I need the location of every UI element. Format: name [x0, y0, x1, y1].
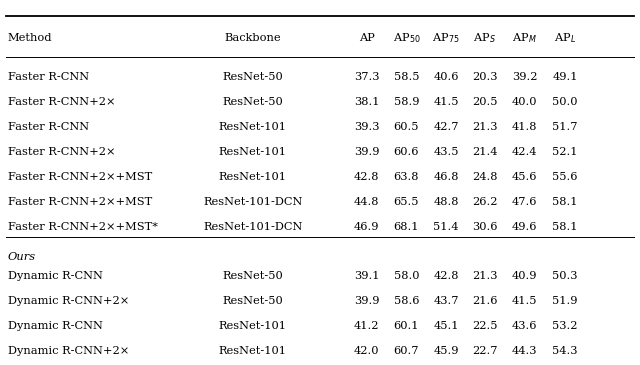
Text: Faster R-CNN+2×+MST: Faster R-CNN+2×+MST — [8, 172, 152, 182]
Text: 45.9: 45.9 — [433, 346, 459, 356]
Text: Dynamic R-CNN: Dynamic R-CNN — [8, 271, 102, 281]
Text: ResNet-101: ResNet-101 — [219, 346, 287, 356]
Text: 44.8: 44.8 — [354, 197, 380, 207]
Text: 40.0: 40.0 — [512, 97, 538, 107]
Text: 44.3: 44.3 — [512, 346, 538, 356]
Text: Dynamic R-CNN+2×: Dynamic R-CNN+2× — [8, 296, 129, 306]
Text: 40.9: 40.9 — [512, 271, 538, 281]
Text: 39.1: 39.1 — [354, 271, 380, 281]
Text: Dynamic R-CNN+2×: Dynamic R-CNN+2× — [8, 346, 129, 356]
Text: 49.1: 49.1 — [552, 72, 578, 82]
Text: 47.6: 47.6 — [512, 197, 538, 207]
Text: ResNet-101: ResNet-101 — [219, 321, 287, 331]
Text: 68.1: 68.1 — [394, 222, 419, 232]
Text: 39.9: 39.9 — [354, 147, 380, 157]
Text: ResNet-50: ResNet-50 — [223, 97, 283, 107]
Text: Faster R-CNN+2×+MST*: Faster R-CNN+2×+MST* — [8, 222, 157, 232]
Text: ResNet-101: ResNet-101 — [219, 172, 287, 182]
Text: Faster R-CNN+2×+MST: Faster R-CNN+2×+MST — [8, 197, 152, 207]
Text: Backbone: Backbone — [225, 33, 281, 43]
Text: 21.3: 21.3 — [472, 271, 497, 281]
Text: 50.0: 50.0 — [552, 97, 578, 107]
Text: 55.6: 55.6 — [552, 172, 578, 182]
Text: 43.5: 43.5 — [433, 147, 459, 157]
Text: 51.7: 51.7 — [552, 122, 578, 132]
Text: 43.6: 43.6 — [512, 321, 538, 331]
Text: 38.1: 38.1 — [354, 97, 380, 107]
Text: 49.6: 49.6 — [512, 222, 538, 232]
Text: 45.6: 45.6 — [512, 172, 538, 182]
Text: 50.3: 50.3 — [552, 271, 578, 281]
Text: 60.7: 60.7 — [394, 346, 419, 356]
Text: AP$_{M}$: AP$_{M}$ — [513, 31, 537, 45]
Text: 43.7: 43.7 — [433, 296, 459, 306]
Text: ResNet-101: ResNet-101 — [219, 122, 287, 132]
Text: AP$_{L}$: AP$_{L}$ — [554, 31, 576, 45]
Text: 41.5: 41.5 — [433, 97, 459, 107]
Text: 22.7: 22.7 — [472, 346, 497, 356]
Text: ResNet-50: ResNet-50 — [223, 296, 283, 306]
Text: 39.9: 39.9 — [354, 296, 380, 306]
Text: AP$_{S}$: AP$_{S}$ — [473, 31, 496, 45]
Text: 52.1: 52.1 — [552, 147, 578, 157]
Text: 58.9: 58.9 — [394, 97, 419, 107]
Text: 51.9: 51.9 — [552, 296, 578, 306]
Text: 53.2: 53.2 — [552, 321, 578, 331]
Text: 21.3: 21.3 — [472, 122, 497, 132]
Text: 58.1: 58.1 — [552, 197, 578, 207]
Text: 58.5: 58.5 — [394, 72, 419, 82]
Text: 30.6: 30.6 — [472, 222, 497, 232]
Text: 51.4: 51.4 — [433, 222, 459, 232]
Text: Faster R-CNN+2×: Faster R-CNN+2× — [8, 97, 115, 107]
Text: 39.3: 39.3 — [354, 122, 380, 132]
Text: 42.0: 42.0 — [354, 346, 380, 356]
Text: 58.6: 58.6 — [394, 296, 419, 306]
Text: 65.5: 65.5 — [394, 197, 419, 207]
Text: 42.8: 42.8 — [354, 172, 380, 182]
Text: 24.8: 24.8 — [472, 172, 497, 182]
Text: ResNet-101: ResNet-101 — [219, 147, 287, 157]
Text: Ours: Ours — [8, 252, 36, 262]
Text: 20.3: 20.3 — [472, 72, 497, 82]
Text: ResNet-50: ResNet-50 — [223, 271, 283, 281]
Text: 37.3: 37.3 — [354, 72, 380, 82]
Text: AP$_{50}$: AP$_{50}$ — [392, 31, 420, 45]
Text: 20.5: 20.5 — [472, 97, 497, 107]
Text: ResNet-101-DCN: ResNet-101-DCN — [203, 197, 303, 207]
Text: 46.9: 46.9 — [354, 222, 380, 232]
Text: 42.7: 42.7 — [433, 122, 459, 132]
Text: 58.1: 58.1 — [552, 222, 578, 232]
Text: AP$_{75}$: AP$_{75}$ — [433, 31, 460, 45]
Text: 22.5: 22.5 — [472, 321, 497, 331]
Text: 40.6: 40.6 — [433, 72, 459, 82]
Text: 21.4: 21.4 — [472, 147, 497, 157]
Text: 39.2: 39.2 — [512, 72, 538, 82]
Text: 48.8: 48.8 — [433, 197, 459, 207]
Text: 42.4: 42.4 — [512, 147, 538, 157]
Text: 41.2: 41.2 — [354, 321, 380, 331]
Text: 26.2: 26.2 — [472, 197, 497, 207]
Text: Dynamic R-CNN: Dynamic R-CNN — [8, 321, 102, 331]
Text: 60.1: 60.1 — [394, 321, 419, 331]
Text: 41.5: 41.5 — [512, 296, 538, 306]
Text: 21.6: 21.6 — [472, 296, 497, 306]
Text: 58.0: 58.0 — [394, 271, 419, 281]
Text: 60.5: 60.5 — [394, 122, 419, 132]
Text: 41.8: 41.8 — [512, 122, 538, 132]
Text: Faster R-CNN: Faster R-CNN — [8, 72, 89, 82]
Text: Method: Method — [8, 33, 52, 43]
Text: ResNet-50: ResNet-50 — [223, 72, 283, 82]
Text: AP: AP — [359, 33, 374, 43]
Text: 60.6: 60.6 — [394, 147, 419, 157]
Text: 46.8: 46.8 — [433, 172, 459, 182]
Text: 42.8: 42.8 — [433, 271, 459, 281]
Text: 63.8: 63.8 — [394, 172, 419, 182]
Text: 54.3: 54.3 — [552, 346, 578, 356]
Text: Faster R-CNN+2×: Faster R-CNN+2× — [8, 147, 115, 157]
Text: ResNet-101-DCN: ResNet-101-DCN — [203, 222, 303, 232]
Text: 45.1: 45.1 — [433, 321, 459, 331]
Text: Faster R-CNN: Faster R-CNN — [8, 122, 89, 132]
